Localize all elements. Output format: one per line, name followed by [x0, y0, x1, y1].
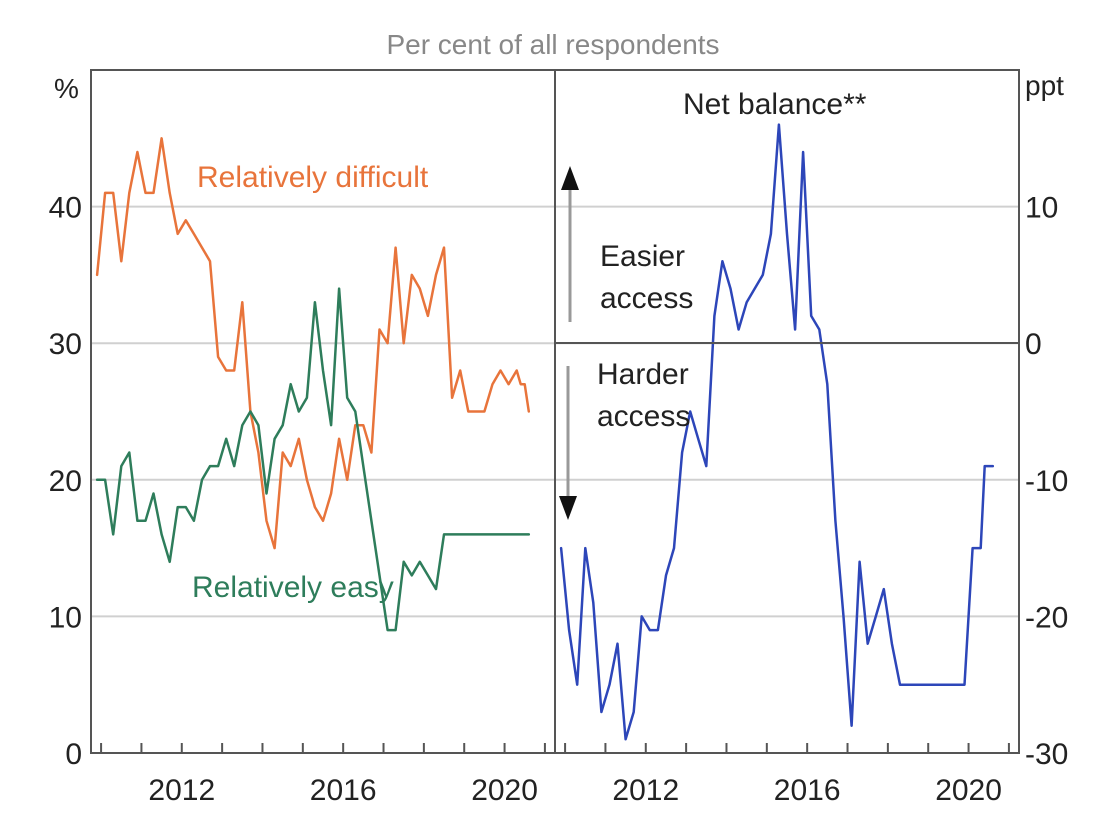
series-line-net-balance	[559, 123, 995, 741]
y-tick-label-left-0: 0	[65, 738, 82, 771]
x-tick-label-right-0: 2012	[612, 774, 679, 807]
easier-arrow-head	[561, 166, 579, 190]
annotation-harder-access: Harder access	[597, 358, 697, 433]
left-unit-label: %	[54, 73, 79, 104]
annotation-harder-access-line1: Harder	[597, 358, 689, 391]
annotation-easier-access: Easier access	[600, 240, 693, 315]
series-line-relatively-difficult	[95, 137, 531, 550]
y-tick-label-left-2: 20	[49, 465, 82, 498]
series-lines	[95, 123, 995, 741]
x-tick-label-left-2: 2020	[471, 774, 538, 807]
x-tick-label-left-1: 2016	[310, 774, 377, 807]
y-tick-label-right-0: -30	[1025, 738, 1068, 771]
annotation-relatively-difficult: Relatively difficult	[197, 161, 429, 194]
annotation-net-balance: Net balance**	[683, 88, 867, 121]
y-tick-label-right-1: -20	[1025, 601, 1068, 634]
annotation-relatively-easy: Relatively easy	[192, 571, 394, 604]
y-tick-label-right-4: 10	[1025, 192, 1058, 225]
harder-arrow-head	[559, 496, 577, 520]
y-tick-label-left-1: 10	[49, 601, 82, 634]
axis-labels: 0 10 20 30 40 2012 2016 2020 -30 -20 -10 0 10 2012 201…	[49, 192, 1069, 807]
x-tick-label-right-1: 2016	[774, 774, 841, 807]
y-tick-label-right-3: 0	[1025, 328, 1042, 361]
annotation-harder-access-line2: access	[597, 400, 690, 433]
series-line-relatively-easy	[95, 287, 531, 632]
axis-ticks	[100, 743, 1010, 753]
chart-subtitle: Per cent of all respondents	[386, 29, 719, 60]
y-tick-label-left-4: 40	[49, 192, 82, 225]
annotation-easier-access-line1: Easier	[600, 240, 685, 273]
x-tick-label-right-2: 2020	[935, 774, 1002, 807]
annotation-easier-access-line2: access	[600, 282, 693, 315]
y-tick-label-left-3: 30	[49, 328, 82, 361]
x-tick-label-left-0: 2012	[148, 774, 215, 807]
right-unit-label: ppt	[1025, 70, 1064, 101]
y-tick-label-right-2: -10	[1025, 465, 1068, 498]
